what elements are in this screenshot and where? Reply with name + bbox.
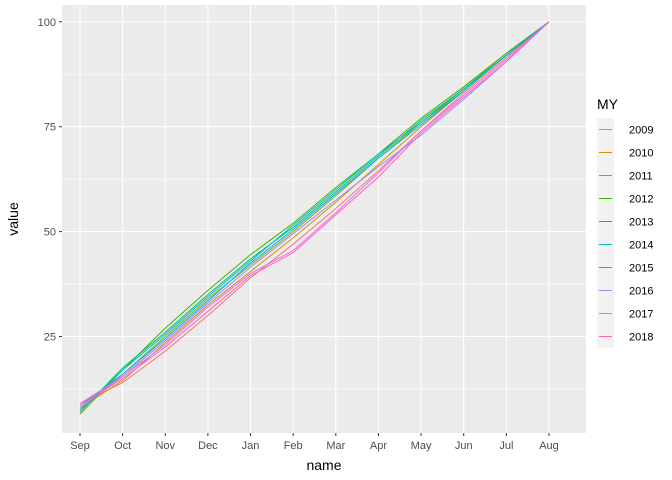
series-line-2013 [79, 21, 550, 413]
legend-title: MY [597, 96, 619, 112]
series-line-2012 [79, 21, 550, 415]
x-tick-label: Dec [198, 440, 218, 452]
legend-label-2013: 2013 [629, 217, 653, 229]
x-axis-title: name [306, 457, 341, 473]
x-tick-label: May [411, 440, 432, 452]
series-line-2016 [79, 21, 550, 409]
x-tick-label: Mar [326, 440, 345, 452]
x-tick-label: Jan [242, 440, 260, 452]
legend-label-2015: 2015 [629, 263, 653, 275]
y-axis: 25 50 75 100 [38, 17, 62, 343]
y-tick-label: 50 [44, 227, 56, 239]
legend-label-2010: 2010 [629, 148, 653, 160]
series-line-2015 [79, 21, 550, 407]
legend-label-2012: 2012 [629, 194, 653, 206]
x-tick-label: Nov [155, 440, 175, 452]
y-tick-label: 75 [44, 122, 56, 134]
y-tick-label: 100 [38, 17, 56, 29]
x-tick-label: Aug [539, 440, 559, 452]
x-tick-label: Oct [114, 440, 131, 452]
y-tick-label: 25 [44, 331, 56, 343]
legend-label-2009: 2009 [629, 125, 653, 137]
y-axis-title: value [5, 202, 21, 236]
series-line-2009 [79, 21, 550, 405]
legend-label-2011: 2011 [629, 171, 653, 183]
series-line-2018 [79, 21, 550, 407]
series-lines [79, 21, 550, 415]
x-tick-label: Apr [370, 440, 387, 452]
legend-label-2017: 2017 [629, 309, 653, 321]
x-tick-label: Feb [284, 440, 303, 452]
legend-label-2014: 2014 [629, 240, 653, 252]
x-axis: Sep Oct Nov Dec Jan Feb Mar Apr May Jun Jul Aug [70, 433, 559, 452]
x-tick-label: Jul [499, 440, 513, 452]
major-gridlines [62, 5, 586, 433]
legend: MY 2009 2010 2011 2012 2013 2014 2015 2016 2017 2… [597, 96, 653, 348]
legend-label-2016: 2016 [629, 286, 653, 298]
legend-label-2018: 2018 [629, 332, 653, 344]
minor-gridlines [62, 73, 586, 390]
x-tick-label: Sep [70, 440, 90, 452]
x-tick-label: Jun [455, 440, 473, 452]
series-line-2017 [79, 21, 550, 405]
